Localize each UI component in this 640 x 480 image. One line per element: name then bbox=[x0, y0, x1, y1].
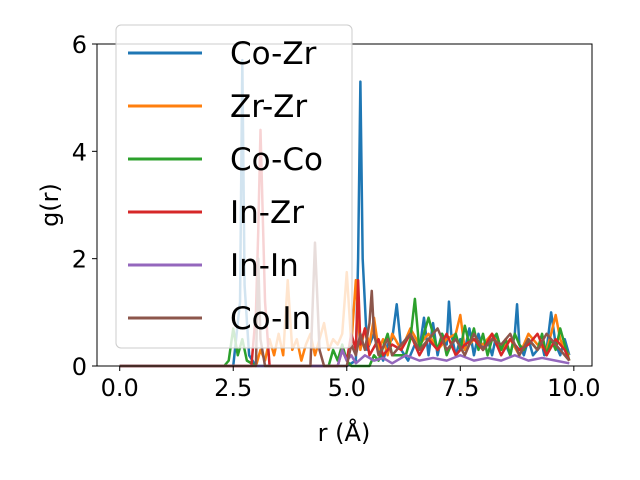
x-axis: 0.0 2.5 5.0 7.5 10.0 bbox=[101, 366, 601, 402]
y-axis: 0 2 4 6 bbox=[72, 31, 97, 381]
y-tick-label: 4 bbox=[72, 138, 87, 166]
y-tick-label: 6 bbox=[72, 31, 87, 59]
y-axis-title: g(r) bbox=[36, 183, 64, 227]
legend-label-co-zr: Co-Zr bbox=[230, 36, 317, 72]
y-tick-label: 2 bbox=[72, 246, 87, 274]
legend-label-co-in: Co-In bbox=[230, 301, 311, 337]
legend-label-in-in: In-In bbox=[230, 248, 299, 284]
x-tick-label: 0.0 bbox=[101, 374, 139, 402]
x-tick-label: 2.5 bbox=[214, 374, 252, 402]
x-axis-title: r (Å) bbox=[318, 418, 371, 447]
legend-label-zr-zr: Zr-Zr bbox=[230, 89, 307, 125]
legend-label-in-zr: In-Zr bbox=[230, 195, 304, 231]
x-tick-label: 7.5 bbox=[441, 374, 479, 402]
legend: Co-Zr Zr-Zr Co-Co In-Zr In-In Co-In bbox=[115, 24, 353, 349]
legend-label-co-co: Co-Co bbox=[230, 142, 323, 178]
y-tick-label: 0 bbox=[72, 353, 87, 381]
series-line-co-zr bbox=[119, 58, 571, 368]
x-tick-label: 5.0 bbox=[328, 374, 366, 402]
x-tick-label: 10.0 bbox=[547, 374, 600, 402]
legend-box bbox=[115, 24, 353, 349]
